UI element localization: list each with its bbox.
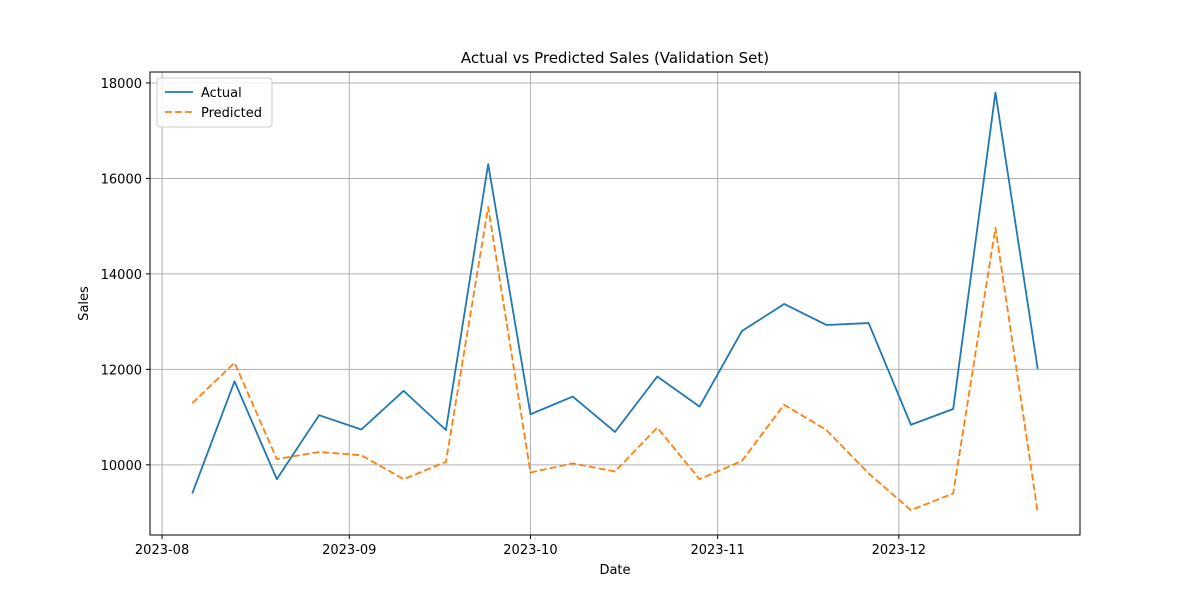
x-tick-label: 2023-12 — [872, 543, 926, 558]
x-tick-label: 2023-11 — [690, 543, 744, 558]
plot-frame — [149, 71, 1081, 536]
legend-label-predicted: Predicted — [201, 106, 262, 121]
y-tick-label: 10000 — [101, 459, 142, 474]
legend: Actual Predicted — [156, 77, 273, 128]
grid — [150, 72, 1080, 535]
y-tick-label: 12000 — [101, 363, 142, 378]
x-axis-label: Date — [599, 563, 630, 578]
x-tick-label: 2023-08 — [135, 543, 189, 558]
legend-label-actual: Actual — [201, 86, 242, 101]
x-tick-label: 2023-10 — [503, 543, 557, 558]
axis-ticks: 2023-08 2023-09 2023-10 2023-11 2023-12 10000… — [101, 77, 926, 558]
series-line-predicted — [191, 206, 1039, 513]
y-tick-label: 18000 — [101, 77, 142, 92]
x-tick-label: 2023-09 — [322, 543, 376, 558]
y-axis-label: Sales — [77, 286, 92, 321]
series-line-actual — [191, 91, 1039, 494]
series-group — [191, 91, 1039, 513]
chart-title: Actual vs Predicted Sales (Validation Se… — [461, 49, 769, 67]
legend-box — [156, 77, 273, 128]
y-tick-label: 16000 — [101, 172, 142, 187]
y-tick-label: 14000 — [101, 268, 142, 283]
